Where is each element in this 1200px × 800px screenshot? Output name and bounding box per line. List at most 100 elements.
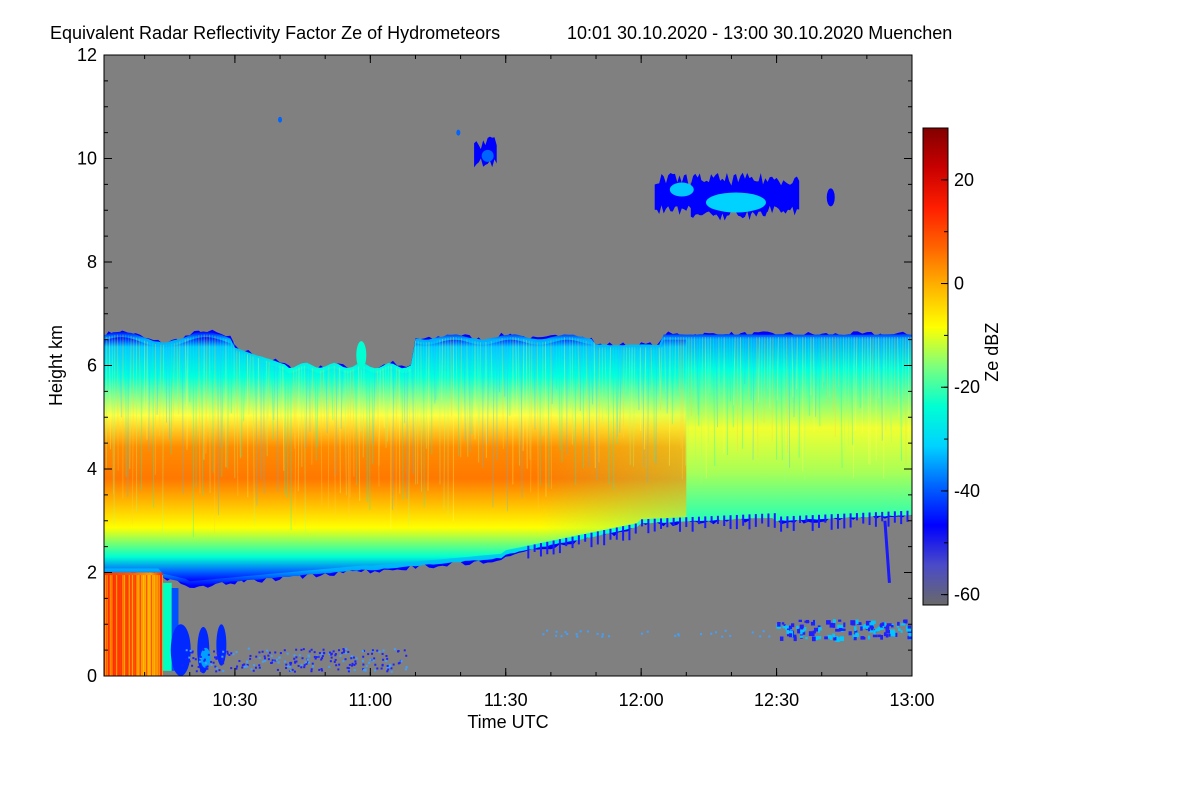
clutter-dot — [304, 661, 307, 664]
fall-streak — [609, 347, 611, 406]
clutter-dot — [869, 622, 874, 626]
clutter-dot — [313, 651, 316, 654]
clutter-dot — [226, 652, 229, 655]
layer-body — [104, 331, 912, 586]
y-tick-label: 0 — [87, 666, 97, 686]
y-tick-label: 8 — [87, 252, 97, 272]
clutter-dot — [788, 625, 793, 630]
clutter-dot — [328, 652, 331, 655]
clutter-dot — [198, 660, 201, 663]
fall-streak — [178, 341, 181, 415]
fall-streak — [427, 341, 430, 491]
clutter-dot — [295, 648, 298, 651]
fall-streak — [731, 336, 734, 428]
fall-streak — [335, 366, 338, 476]
clutter-dot — [308, 661, 311, 664]
fall-streak — [712, 336, 716, 467]
clutter-dot — [328, 665, 331, 668]
fall-streak — [168, 344, 171, 440]
clutter-dot — [768, 635, 771, 638]
clutter-dot — [362, 659, 365, 662]
fall-streak — [209, 334, 211, 494]
clutter-dot — [382, 649, 385, 652]
clutter-dot — [890, 633, 894, 637]
clutter-dot — [330, 653, 333, 656]
fall-streak — [622, 347, 625, 438]
clutter-dot — [872, 634, 878, 638]
fall-streak — [826, 336, 829, 405]
clutter-dot — [222, 669, 225, 672]
clutter-dot — [222, 657, 225, 660]
clutter-dot — [258, 664, 261, 667]
clutter-dot — [323, 652, 326, 655]
fall-streak — [869, 336, 871, 466]
fall-streak — [756, 336, 759, 459]
fall-streak — [450, 337, 453, 417]
clutter-dot — [715, 631, 718, 634]
fall-streak — [138, 338, 141, 403]
fall-streak — [885, 336, 888, 432]
clutter-dot — [365, 665, 368, 668]
clutter-dot — [195, 670, 198, 673]
clutter-dot — [221, 649, 224, 652]
clutter-dot — [338, 649, 341, 652]
clutter-dot — [364, 668, 367, 671]
fall-streak — [520, 338, 523, 499]
fall-streak — [577, 338, 580, 399]
clutter-dot — [351, 662, 354, 665]
y-tick-label: 10 — [77, 149, 97, 169]
clutter-dot — [891, 624, 894, 628]
fall-streak — [593, 342, 596, 469]
clutter-dot — [189, 649, 192, 652]
clutter-dot — [343, 649, 346, 652]
clutter-dot — [870, 627, 873, 631]
fall-streak — [776, 336, 779, 401]
clutter-dot — [350, 655, 353, 658]
clutter-dot — [213, 650, 216, 653]
clutter-dot — [279, 652, 282, 655]
clutter-dot — [883, 632, 887, 637]
clutter-dot — [252, 669, 255, 672]
clutter-dot — [302, 648, 305, 651]
clutter-dot — [236, 665, 239, 668]
cirrus-dot — [278, 116, 283, 123]
fall-streak — [569, 337, 572, 408]
clutter-dot — [751, 631, 754, 634]
clutter-dot — [784, 625, 789, 630]
clutter-dot — [320, 653, 323, 656]
fall-streak — [368, 368, 371, 511]
fall-streak — [487, 341, 490, 445]
clutter-dot — [202, 647, 205, 650]
clutter-dot — [215, 670, 218, 673]
fall-streak — [372, 370, 376, 445]
clutter-dot — [198, 655, 201, 658]
clutter-dot — [347, 667, 350, 670]
clutter-dot — [841, 628, 846, 631]
clutter-dot — [277, 661, 280, 664]
clutter-dot — [885, 633, 889, 638]
fall-streak — [433, 341, 436, 404]
clutter-dot — [334, 658, 337, 661]
clutter-dot — [347, 651, 350, 654]
clutter-dot — [381, 652, 384, 655]
clutter-dot — [793, 636, 797, 642]
clutter-dot — [865, 620, 871, 626]
fall-streak — [696, 336, 699, 416]
clutter-dot — [362, 663, 365, 666]
fall-streak — [386, 365, 389, 442]
clutter-dot — [303, 666, 306, 669]
fall-streak — [293, 370, 296, 449]
clutter-dot — [339, 655, 342, 658]
fall-streak — [807, 336, 811, 416]
fall-streak — [477, 341, 480, 463]
clutter-dot — [372, 659, 375, 662]
fall-streak — [201, 334, 204, 496]
clutter-dot — [380, 667, 383, 670]
fall-streak — [423, 342, 425, 508]
clutter-dot — [342, 651, 345, 654]
clutter-dot — [811, 636, 816, 642]
fall-streak — [362, 365, 365, 458]
clutter-dot — [228, 654, 231, 657]
colorbar-tick-label: -60 — [954, 585, 980, 605]
fall-streak — [205, 334, 208, 454]
